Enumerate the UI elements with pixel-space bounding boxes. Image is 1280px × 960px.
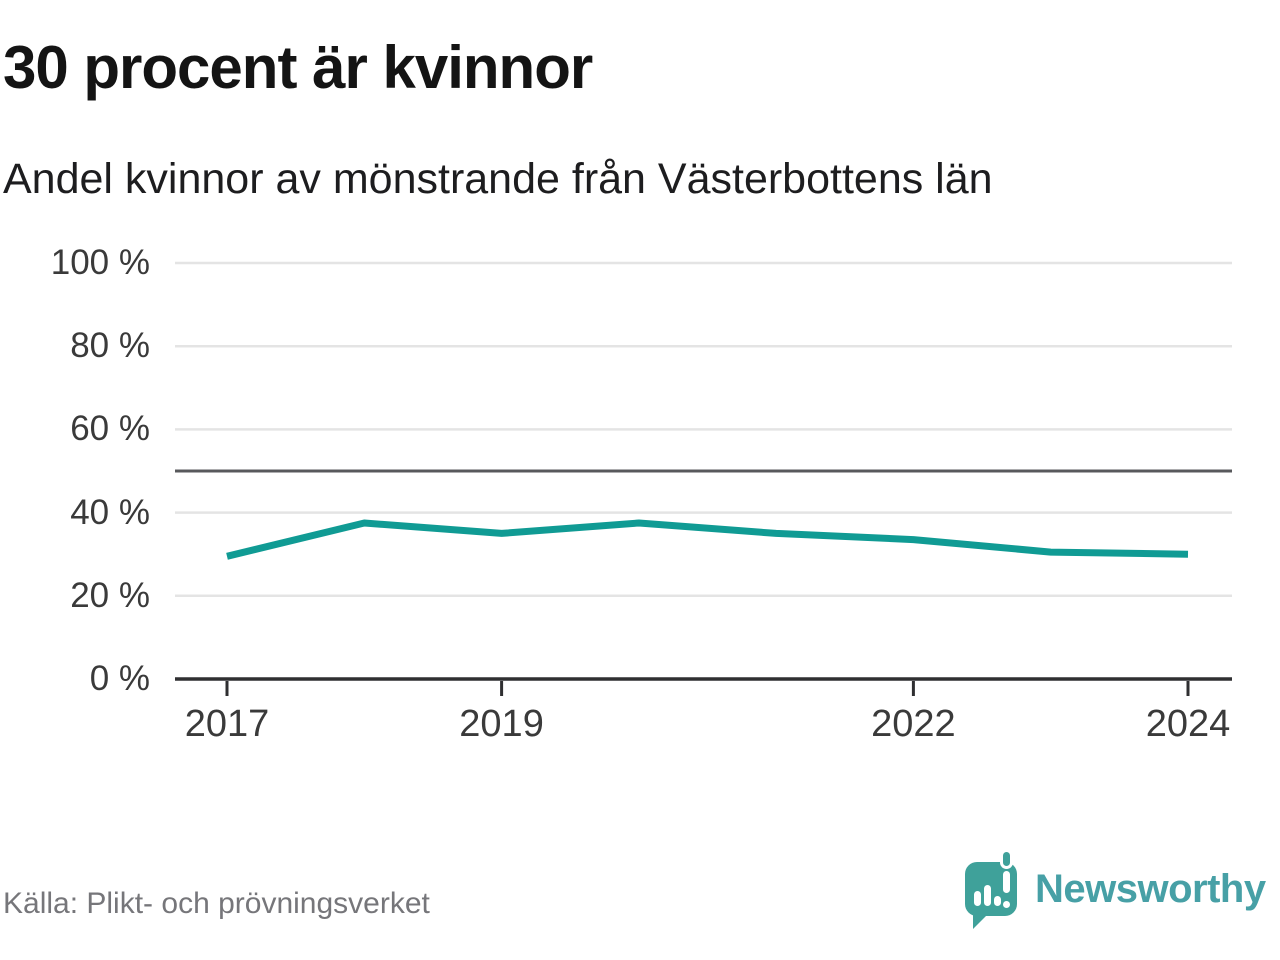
- x-axis-label: 2017: [184, 703, 270, 745]
- x-axis-label: 2019: [459, 703, 544, 745]
- logo-bar-icon: [974, 891, 981, 906]
- y-axis-label: 80 %: [70, 326, 150, 366]
- x-axis-label: 2024: [1145, 703, 1231, 745]
- newsworthy-logo: Newsworthy: [965, 852, 1266, 929]
- logo-exclamation-dot-icon: [1003, 901, 1010, 908]
- page-title: 30 procent är kvinnor: [3, 34, 593, 101]
- chart-plot-area: [175, 261, 1232, 696]
- logo-bar-icon: [984, 885, 991, 906]
- y-axis-label: 100 %: [50, 243, 150, 282]
- newsworthy-logo-mark-icon: [965, 852, 1017, 929]
- source-credit: Källa: Plikt- och prövningsverket: [3, 887, 430, 920]
- x-axis-label: 2022: [871, 703, 956, 745]
- y-axis-label: 20 %: [70, 575, 150, 615]
- logo-bar-icon: [994, 896, 1001, 906]
- trend-line: [226, 519, 1189, 560]
- chart-subtitle: Andel kvinnor av mönstrande från Västerb…: [3, 155, 993, 203]
- y-axis-label: 0 %: [89, 659, 150, 698]
- logo-exclamation-icon: [1003, 852, 1010, 866]
- newsworthy-logo-text: Newsworthy: [1035, 866, 1266, 911]
- logo-exclamation-icon: [1003, 871, 1010, 893]
- y-axis-label: 40 %: [70, 492, 150, 532]
- y-axis-label: 60 %: [70, 409, 150, 449]
- speech-bubble-tail: [973, 914, 988, 929]
